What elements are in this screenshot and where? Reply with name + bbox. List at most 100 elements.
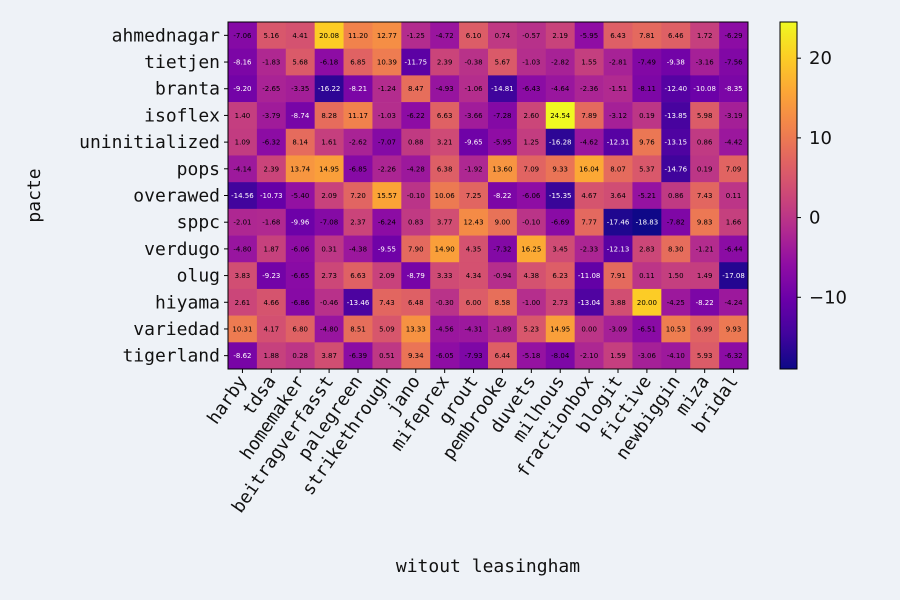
- cell-value-label: -2.33: [580, 245, 598, 253]
- heatmap-cell: [314, 48, 344, 76]
- cell-value-label: 1.55: [581, 59, 597, 67]
- heatmap-cell: [574, 48, 604, 76]
- heatmap-cell: [430, 342, 460, 370]
- cell-value-label: 20.08: [319, 32, 339, 40]
- heatmap-cell: [285, 75, 315, 103]
- cell-value-label: -8.62: [233, 352, 251, 360]
- cell-value-label: 16.25: [521, 245, 541, 253]
- heatmap-cell: [314, 342, 344, 370]
- cell-value-label: -6.06: [522, 192, 541, 200]
- cell-value-label: -0.10: [407, 192, 425, 200]
- cell-value-label: -4.64: [551, 85, 570, 93]
- heatmap-cell: [632, 75, 662, 103]
- cell-value-label: -1.25: [407, 32, 425, 40]
- heatmap-cell: [314, 315, 344, 343]
- cell-value-label: -0.46: [320, 299, 339, 307]
- heatmap-cell: [545, 48, 575, 76]
- heatmap-cell: [285, 208, 315, 236]
- y-tick-label: pops: [177, 159, 220, 180]
- y-axis-ticks: ahmednagar tietjen branta isoflex uninitiali…: [79, 25, 228, 367]
- heatmap-cell: [285, 182, 315, 210]
- y-tick-label: tigerland: [122, 346, 220, 367]
- cell-value-label: -2.62: [349, 139, 367, 147]
- heatmap-cell: [690, 75, 720, 103]
- heatmap-cell: [459, 22, 489, 49]
- heatmap-cell: [488, 288, 518, 316]
- cell-value-label: -3.06: [638, 352, 657, 360]
- cell-value-label: 5.98: [697, 112, 713, 120]
- cell-value-label: -7.32: [493, 245, 511, 253]
- cell-value-label: 6.23: [552, 272, 568, 280]
- cell-value-label: 0.19: [639, 112, 655, 120]
- heatmap-cell: [228, 288, 258, 316]
- cell-value-label: -1.51: [609, 85, 627, 93]
- heatmap-cell: [314, 262, 344, 290]
- heatmap-cell: [661, 155, 691, 183]
- cell-value-label: 0.83: [408, 219, 424, 227]
- cell-value-label: 1.50: [668, 272, 684, 280]
- heatmap-cell: [401, 22, 431, 49]
- cell-value-label: -9.65: [464, 139, 482, 147]
- cell-value-label: 10.31: [232, 325, 252, 333]
- heatmap-cell: [632, 288, 662, 316]
- cell-value-label: 6.00: [466, 299, 482, 307]
- heatmap-cell: [574, 342, 604, 370]
- heatmap-cell: [603, 315, 633, 343]
- heatmap-cell: [372, 208, 402, 236]
- heatmap-cell: [545, 182, 575, 210]
- heatmap-cell: [314, 235, 344, 263]
- heatmap-cell: [228, 128, 258, 156]
- cell-value-label: -4.72: [436, 32, 454, 40]
- cell-value-label: -1.03: [522, 59, 540, 67]
- cell-value-label: -6.22: [407, 112, 425, 120]
- heatmap-cell: [401, 102, 431, 130]
- cell-value-label: -4.80: [320, 325, 338, 333]
- heatmap-cell: [661, 342, 691, 370]
- cell-value-label: -13.46: [347, 299, 370, 307]
- cell-value-label: -9.55: [378, 245, 396, 253]
- cell-value-label: -5.40: [291, 192, 309, 200]
- cell-value-label: -4.38: [349, 245, 367, 253]
- cell-value-label: -1.83: [262, 59, 280, 67]
- heatmap-cell: [545, 128, 575, 156]
- cell-value-label: 7.43: [379, 299, 395, 307]
- x-axis-ticks: harbytdsahomemakerbeitragverfasstpalegre…: [203, 369, 743, 517]
- heatmap-cell: [661, 262, 691, 290]
- cell-value-label: -8.04: [551, 352, 570, 360]
- cell-value-label: 2.61: [235, 299, 251, 307]
- heatmap-cell: [285, 102, 315, 130]
- heatmap-cell: [488, 128, 518, 156]
- heatmap-cell: [516, 342, 547, 370]
- cell-value-label: 9.34: [408, 352, 424, 360]
- heatmap-cell: [574, 102, 604, 130]
- cell-value-label: 1.25: [524, 139, 540, 147]
- cell-value-label: 5.68: [292, 59, 308, 67]
- heatmap-cell: [343, 235, 373, 263]
- cell-value-label: 1.59: [610, 352, 626, 360]
- cell-value-label: -8.74: [291, 112, 310, 120]
- heatmap-cell: [256, 155, 287, 183]
- y-tick-label: olug: [177, 266, 220, 287]
- heatmap-cell: [228, 102, 258, 130]
- heatmap-cell: [516, 288, 547, 316]
- cell-value-label: -15.35: [549, 192, 572, 200]
- cell-value-label: -6.06: [291, 245, 310, 253]
- heatmap-cell: [256, 75, 287, 103]
- heatmap-cell: [488, 262, 518, 290]
- cell-value-label: -8.11: [638, 85, 656, 93]
- heatmap-cell: [459, 315, 489, 343]
- cell-value-label: -7.07: [378, 139, 396, 147]
- cell-value-label: -6.32: [262, 139, 280, 147]
- cell-value-label: 7.25: [466, 192, 482, 200]
- heatmap-cell: [401, 128, 431, 156]
- cell-value-label: 4.41: [292, 32, 308, 40]
- cell-value-label: 6.63: [437, 112, 453, 120]
- heatmap-cell: [574, 22, 604, 49]
- heatmap-cell: [545, 102, 575, 130]
- cell-value-label: -8.22: [493, 192, 511, 200]
- cell-value-label: -4.93: [436, 85, 454, 93]
- cell-value-label: 6.46: [668, 32, 684, 40]
- cell-value-label: 7.77: [581, 219, 597, 227]
- heatmap-cell: [603, 182, 633, 210]
